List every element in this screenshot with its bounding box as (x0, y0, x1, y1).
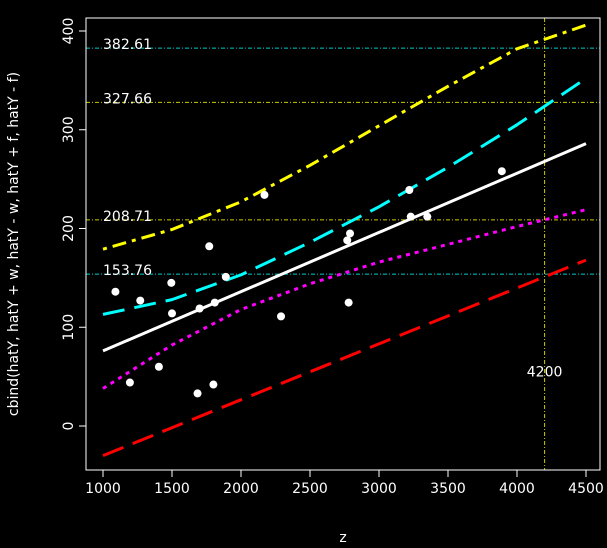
y-axis-label: cbind(hatY, hatY + w, hatY - w, hatY + f… (6, 72, 22, 416)
series-line (102, 258, 587, 457)
data-point (260, 190, 269, 199)
data-point (423, 212, 432, 221)
series-line (102, 23, 587, 251)
data-point (195, 304, 204, 313)
data-point (405, 185, 414, 194)
data-point (221, 272, 230, 281)
x-tick-label: 1500 (154, 481, 190, 497)
x-tick-label: 4500 (568, 481, 604, 497)
data-point (205, 242, 214, 251)
x-tick-label: 3500 (430, 481, 466, 497)
x-tick-label: 2000 (223, 481, 259, 497)
data-point (346, 229, 355, 238)
series-line (102, 208, 587, 390)
x-tick-label: 2500 (292, 481, 328, 497)
x-tick-label: 1000 (85, 481, 121, 497)
y-tick-label: 400 (61, 18, 77, 45)
reference-line-label: 208.71 (103, 209, 152, 225)
data-point (136, 296, 145, 305)
x-tick-label: 4000 (499, 481, 535, 497)
data-point (277, 312, 286, 321)
data-point (210, 298, 219, 307)
data-point (406, 212, 415, 221)
series-lines (102, 23, 587, 457)
y-tick-label: 0 (61, 422, 77, 431)
reference-lines: 382.61 327.66 208.71 153.76 4200 (86, 18, 600, 470)
data-point (154, 362, 163, 371)
data-point (209, 380, 218, 389)
y-tick-label: 300 (61, 116, 77, 143)
data-point (125, 378, 134, 387)
data-point (344, 298, 353, 307)
y-tick-label: 100 (61, 314, 77, 341)
reference-line-label: 153.76 (103, 263, 152, 279)
reference-line-label: 4200 (527, 365, 563, 381)
x-tick-label: 3000 (361, 481, 397, 497)
data-point (343, 236, 352, 245)
data-point (193, 389, 202, 398)
reference-line-label: 327.66 (103, 91, 152, 107)
data-points (111, 167, 506, 398)
data-point (111, 287, 120, 296)
y-tick-label: 200 (61, 215, 77, 242)
series-line (102, 77, 587, 316)
reference-line-label: 382.61 (103, 37, 152, 53)
data-point (168, 309, 176, 318)
axes: 1000 1500 2000 2500 3000 3500 4000 4500 0 100 200 3… (61, 18, 604, 497)
series-line (102, 142, 587, 353)
x-axis-label: z (339, 530, 346, 546)
plot-frame (85, 17, 601, 471)
data-point (167, 278, 176, 287)
data-point (497, 167, 506, 176)
